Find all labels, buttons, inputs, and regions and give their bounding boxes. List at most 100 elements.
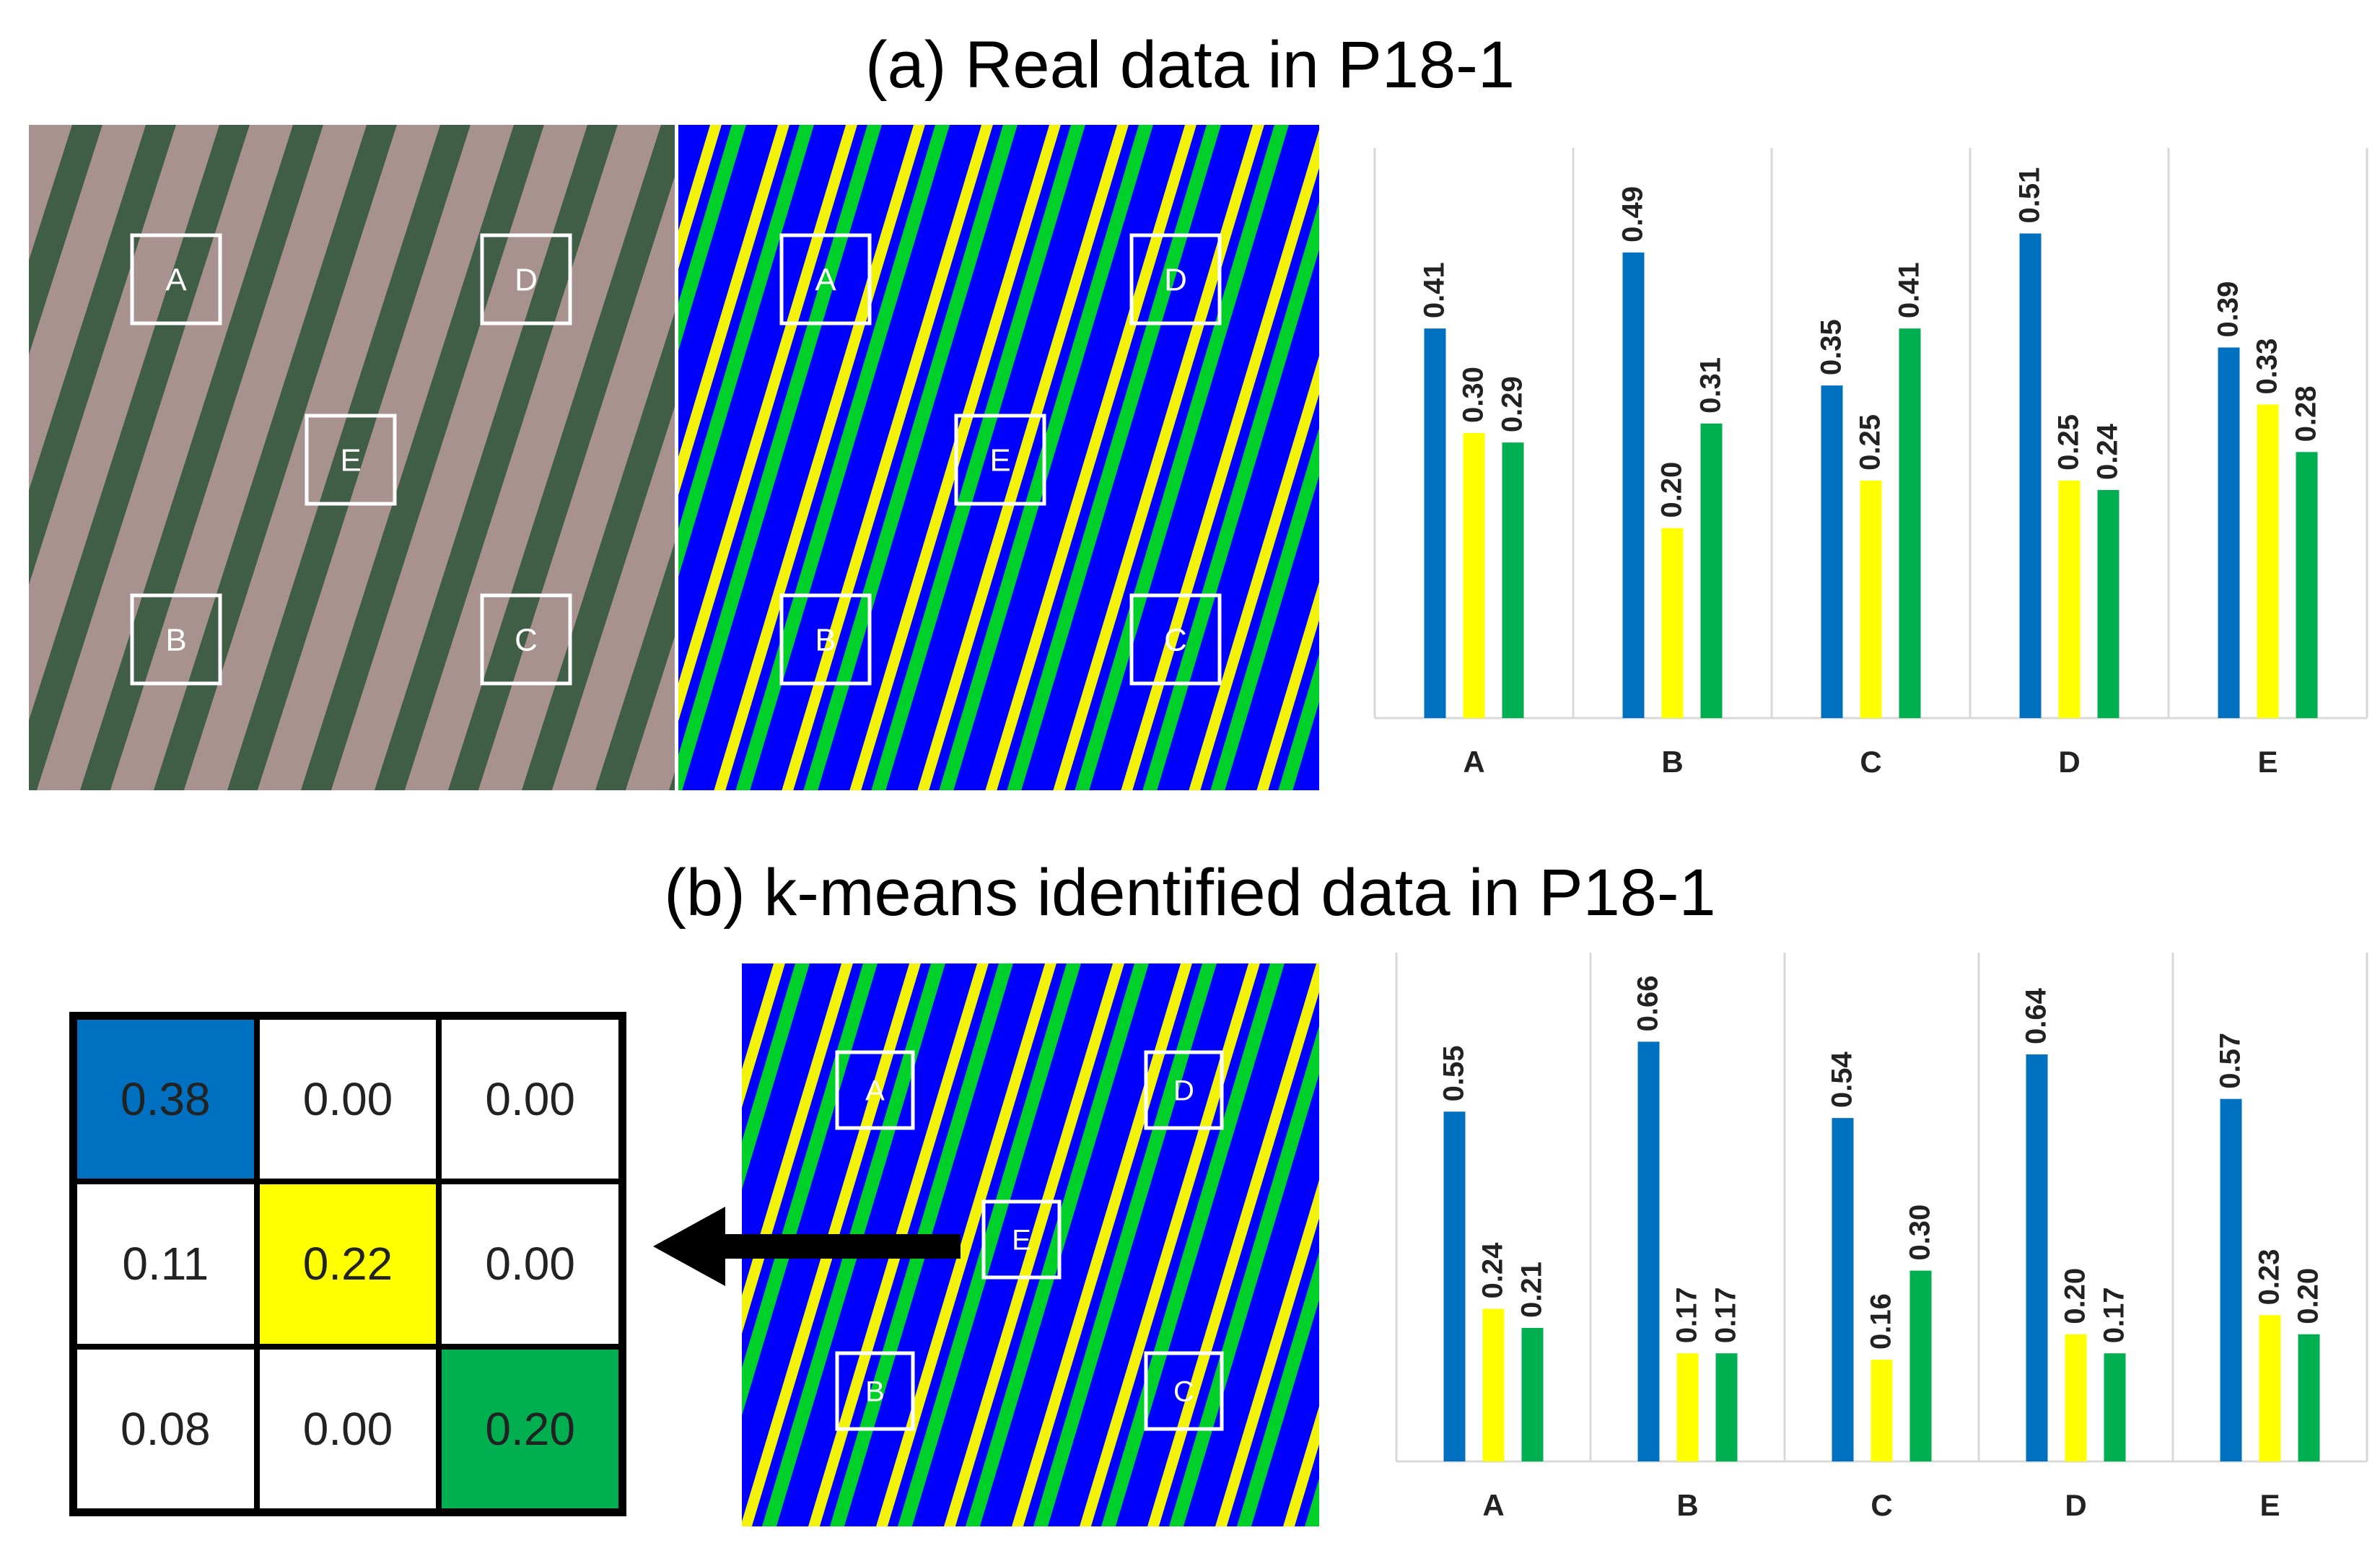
matrix-cell: 0.00: [256, 1346, 439, 1511]
bar-green: [2296, 452, 2318, 718]
soil-strip: [478, 176, 675, 790]
cooccurrence-matrix: 0.38 0.00 0.00 0.11 0.22 0.00 0.08 0.00 …: [69, 1012, 626, 1516]
data-label: 0.17: [1671, 1287, 1703, 1343]
segmap-background-strip: [1021, 125, 1253, 790]
segmap-yellow-strip: [985, 125, 1196, 790]
data-label: 0.51: [2014, 167, 2046, 224]
x-tick-label: C: [1860, 745, 1881, 779]
segmap-green-strip: [871, 125, 1085, 790]
left-arrow-icon: [653, 1207, 963, 1290]
data-label: 0.41: [1419, 262, 1451, 318]
bar-yellow: [2065, 1334, 2087, 1461]
title-real-data: (a) Real data in P18-1: [865, 28, 1515, 102]
matrix-cell: 0.22: [256, 1181, 439, 1347]
segmentation-map-kmeans: A D E B C: [742, 963, 1319, 1526]
region-box-outline: [1144, 1351, 1224, 1431]
x-tick-label: E: [2257, 745, 2278, 779]
region-label: A: [165, 262, 187, 297]
region-box: B: [779, 593, 872, 686]
region-box: B: [835, 1351, 915, 1431]
data-label: 0.24: [1477, 1242, 1509, 1299]
region-box-outline: [480, 593, 572, 686]
crop-row: [374, 125, 618, 790]
title-kmeans-data: (b) k-means identified data in P18-1: [664, 856, 1716, 930]
region-box-outline: [1144, 1050, 1224, 1130]
segmap-background-strip: [912, 963, 1113, 1526]
region-box: E: [305, 414, 397, 506]
crop-row: [227, 125, 471, 790]
segmap-background-strip: [1295, 1444, 1319, 1526]
bar-yellow: [2058, 480, 2081, 718]
region-box-outline: [954, 414, 1046, 506]
bar-yellow: [2257, 404, 2279, 718]
region-label: B: [815, 622, 836, 657]
region-box-outline: [130, 593, 222, 686]
segmap-background-strip: [1159, 992, 1319, 1526]
bar-green: [2298, 1334, 2320, 1461]
segmap-green-strip: [1033, 963, 1217, 1526]
segmap-background-strip: [1023, 963, 1202, 1526]
region-box-outline: [480, 233, 572, 325]
bar-chart-real: 0.41 0.30 0.29 A 0.49 0.20 0.31 B 0.35 0.25 0.41 C 0…: [1373, 148, 2368, 797]
data-label: 0.35: [1816, 319, 1847, 375]
segmap-background-strip: [929, 125, 1139, 790]
region-box-outline: [1129, 233, 1222, 325]
segmap-background-strip: [1048, 963, 1248, 1526]
segmap-yellow-strip: [678, 125, 857, 722]
x-tick-label: A: [1463, 745, 1484, 779]
region-box: C: [480, 593, 572, 686]
region-label: E: [1012, 1225, 1031, 1256]
bar-yellow: [1871, 1360, 1893, 1461]
region-box-outline: [981, 1199, 1062, 1280]
region-label: B: [165, 622, 186, 657]
bar-blue: [2026, 1054, 2048, 1461]
segmap-background-strip: [725, 125, 935, 790]
bar-green: [2104, 1353, 2126, 1461]
x-tick-label: D: [2058, 745, 2080, 779]
bar-chart-kmeans: 0.55 0.24 0.21 A 0.66 0.17 0.17 B 0.54 0.16 0.30 C 0…: [1395, 953, 2368, 1530]
x-tick-label: B: [1661, 745, 1683, 779]
region-box: E: [981, 1199, 1062, 1280]
region-label: E: [989, 442, 1010, 478]
segmap-yellow-strip: [876, 963, 1056, 1526]
segmap-green-strip: [1007, 125, 1221, 790]
region-label: C: [515, 622, 538, 657]
data-label: 0.55: [1438, 1045, 1470, 1101]
x-tick-label: D: [2065, 1488, 2086, 1522]
data-label: 0.25: [1855, 414, 1886, 471]
segmap-yellow-strip: [1080, 963, 1260, 1526]
data-label: 0.17: [2099, 1287, 2130, 1343]
segmap-background-strip: [750, 125, 981, 790]
crop-row: [447, 125, 675, 790]
segmap-background-strip: [1091, 963, 1270, 1526]
crop-row: [29, 125, 250, 790]
data-label: 0.30: [1458, 367, 1489, 423]
matrix-cell: 0.20: [439, 1346, 621, 1511]
segmap-background-strip: [1064, 125, 1274, 790]
data-label: 0.39: [2213, 281, 2244, 338]
bar-yellow: [1676, 1353, 1699, 1461]
data-label: 0.29: [1497, 376, 1528, 432]
soil-strip: [625, 637, 675, 790]
region-box-outline: [130, 233, 222, 325]
region-label: E: [340, 442, 361, 478]
data-label: 0.49: [1617, 186, 1649, 242]
region-box-outline: [1129, 593, 1222, 686]
crop-row: [79, 125, 324, 790]
bar-green: [1700, 423, 1723, 718]
crop-row: [668, 772, 675, 790]
region-label: D: [1173, 1075, 1194, 1107]
data-label: 0.17: [1710, 1287, 1742, 1343]
segmap-background-strip: [818, 125, 1049, 790]
matrix-cell: 0.11: [74, 1181, 257, 1347]
bar-blue: [1443, 1111, 1466, 1461]
bar-blue: [2019, 233, 2042, 718]
region-box-outline: [835, 1351, 915, 1431]
segmap-yellow-strip: [782, 125, 993, 790]
data-label: 0.66: [1632, 976, 1664, 1032]
matrix-cell: 0.00: [256, 1017, 439, 1182]
segmap-green-strip: [1142, 201, 1319, 790]
segmap-background-strip: [1116, 963, 1316, 1526]
data-label: 0.30: [1904, 1205, 1936, 1261]
soil-strip: [36, 125, 294, 790]
